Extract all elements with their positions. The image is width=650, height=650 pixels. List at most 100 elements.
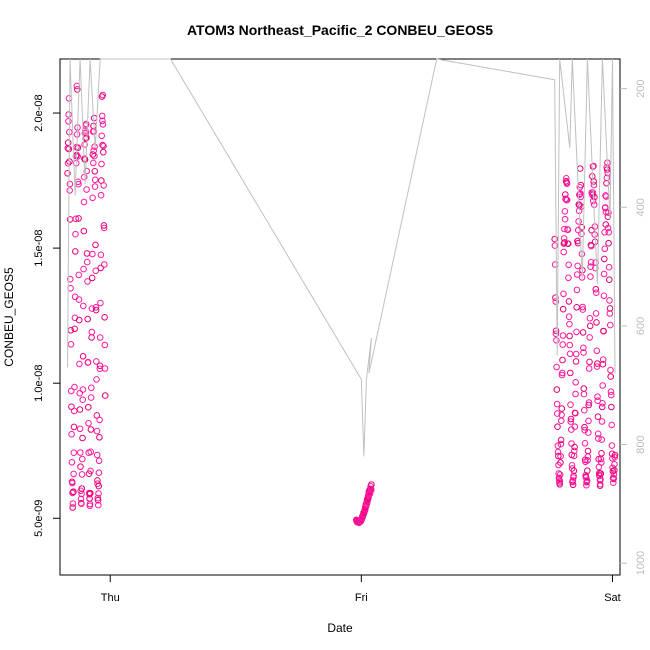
data-point [583,481,590,489]
data-point [64,139,72,146]
data-point [598,450,605,457]
data-point [590,178,598,185]
data-point [586,334,594,341]
data-point [80,173,88,181]
data-point [95,469,103,477]
data-point [79,386,87,393]
data-point [71,325,78,333]
data-point [590,181,598,189]
data-point [587,259,595,266]
data-point [594,430,602,438]
plot-area [64,58,619,527]
data-point [69,489,76,497]
data-point [593,319,600,326]
data-point [99,121,107,128]
data-point [79,396,86,404]
data-point [588,242,595,250]
data-point [610,471,618,478]
data-point [566,350,574,358]
data-point [96,416,103,424]
data-point [92,267,99,275]
data-point [100,222,108,229]
data-point [89,250,96,258]
y2-tick-label: 200 [635,79,647,97]
data-point [98,132,105,140]
data-point [90,159,97,167]
data-point [563,180,571,187]
data-point [76,425,84,433]
data-point [85,403,92,411]
data-point [567,415,575,423]
data-point [84,278,91,285]
data-point [581,423,588,431]
data-point [565,298,573,305]
data-point [553,363,560,371]
data-point [366,489,374,497]
data-point [101,392,109,399]
data-point [93,427,101,435]
data-point [581,440,589,447]
data-point [95,501,102,509]
data-point [88,328,96,336]
data-point [568,440,575,447]
data-point [552,294,559,302]
data-point [90,114,98,122]
data-point [70,423,78,431]
data-point [605,263,613,271]
data-point [78,485,86,492]
data-point [566,341,574,349]
data-point [593,363,601,370]
data-point [579,306,587,313]
y-tick-label: 2.0e-08 [33,94,45,131]
data-point [572,350,580,358]
data-point [556,481,564,488]
data-point [92,306,100,314]
data-point [583,477,591,484]
y-tick-label: 1.5e-08 [33,229,45,266]
data-point [556,471,564,478]
data-point [555,452,562,460]
y-tick-label: 5.0e-09 [33,500,45,537]
data-point [89,151,97,158]
data-point [67,275,74,283]
data-point [75,296,83,303]
data-point [551,261,559,268]
data-point [71,293,79,301]
x-tick-label-thu: Thu [101,592,120,604]
data-point [564,240,572,247]
data-point [600,270,608,278]
data-point [599,360,607,368]
data-point [609,468,617,475]
data-point [611,461,618,468]
data-point [586,315,594,322]
data-point [65,111,72,118]
data-point [553,386,561,393]
data-point [606,276,613,284]
data-point [567,401,574,409]
data-point [571,423,579,431]
data-point [571,443,578,451]
data-points [64,82,619,527]
data-point [578,230,585,237]
data-point [556,477,564,485]
data-point [590,162,597,170]
data-point [592,259,599,266]
data-point [91,176,99,184]
data-point [82,120,90,128]
data-point [591,193,598,201]
data-point [101,365,109,372]
data-point [559,332,567,339]
data-point [100,182,107,189]
data-point [79,434,86,442]
data-point [70,488,77,496]
data-point [88,305,96,312]
data-point [96,434,103,441]
data-point [605,229,613,236]
data-point [557,459,564,466]
data-point [577,193,585,201]
data-point [572,390,579,398]
data-point [80,198,88,206]
y-axis: 5.0e-09 1.0e-08 1.5e-08 2.0e-08 [33,94,60,537]
data-point [603,174,611,182]
